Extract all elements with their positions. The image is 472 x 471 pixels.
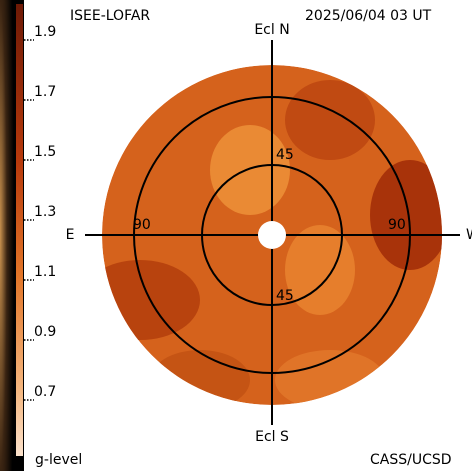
title: ISEE-LOFAR (70, 8, 150, 24)
colorbar-label: g-level (35, 452, 82, 468)
colorbar-tick-label: 0.7 (34, 384, 56, 400)
south-label: Ecl S (255, 429, 289, 445)
colorbar-tick-label: 1.7 (34, 84, 56, 100)
colorbar-tick-label: 1.1 (34, 264, 56, 280)
region-light (210, 125, 290, 215)
center-hole (258, 221, 286, 249)
region-dark (285, 80, 375, 160)
north-label: Ecl N (254, 22, 289, 38)
background-image-strip (0, 0, 14, 471)
ring-label: 45 (276, 288, 294, 304)
credit: CASS/UCSD (370, 452, 452, 468)
colorbar-tick-label: 1.5 (34, 144, 56, 160)
colorbar-tick-label: 1.3 (34, 204, 56, 220)
region-dark (150, 350, 250, 405)
ring-label: 90 (388, 217, 406, 233)
timestamp: 2025/06/04 03 UT (305, 8, 432, 24)
colorbar (16, 4, 23, 456)
region-light (275, 350, 385, 405)
ring-label: 45 (276, 147, 294, 163)
colorbar-tick-label: 1.9 (34, 24, 56, 40)
colorbar-tick-label: 0.9 (34, 324, 56, 340)
region-dark (370, 160, 442, 270)
ring-label: 90 (133, 217, 151, 233)
west-label: W (466, 227, 472, 243)
east-label: E (66, 227, 75, 243)
region-light (285, 225, 355, 315)
